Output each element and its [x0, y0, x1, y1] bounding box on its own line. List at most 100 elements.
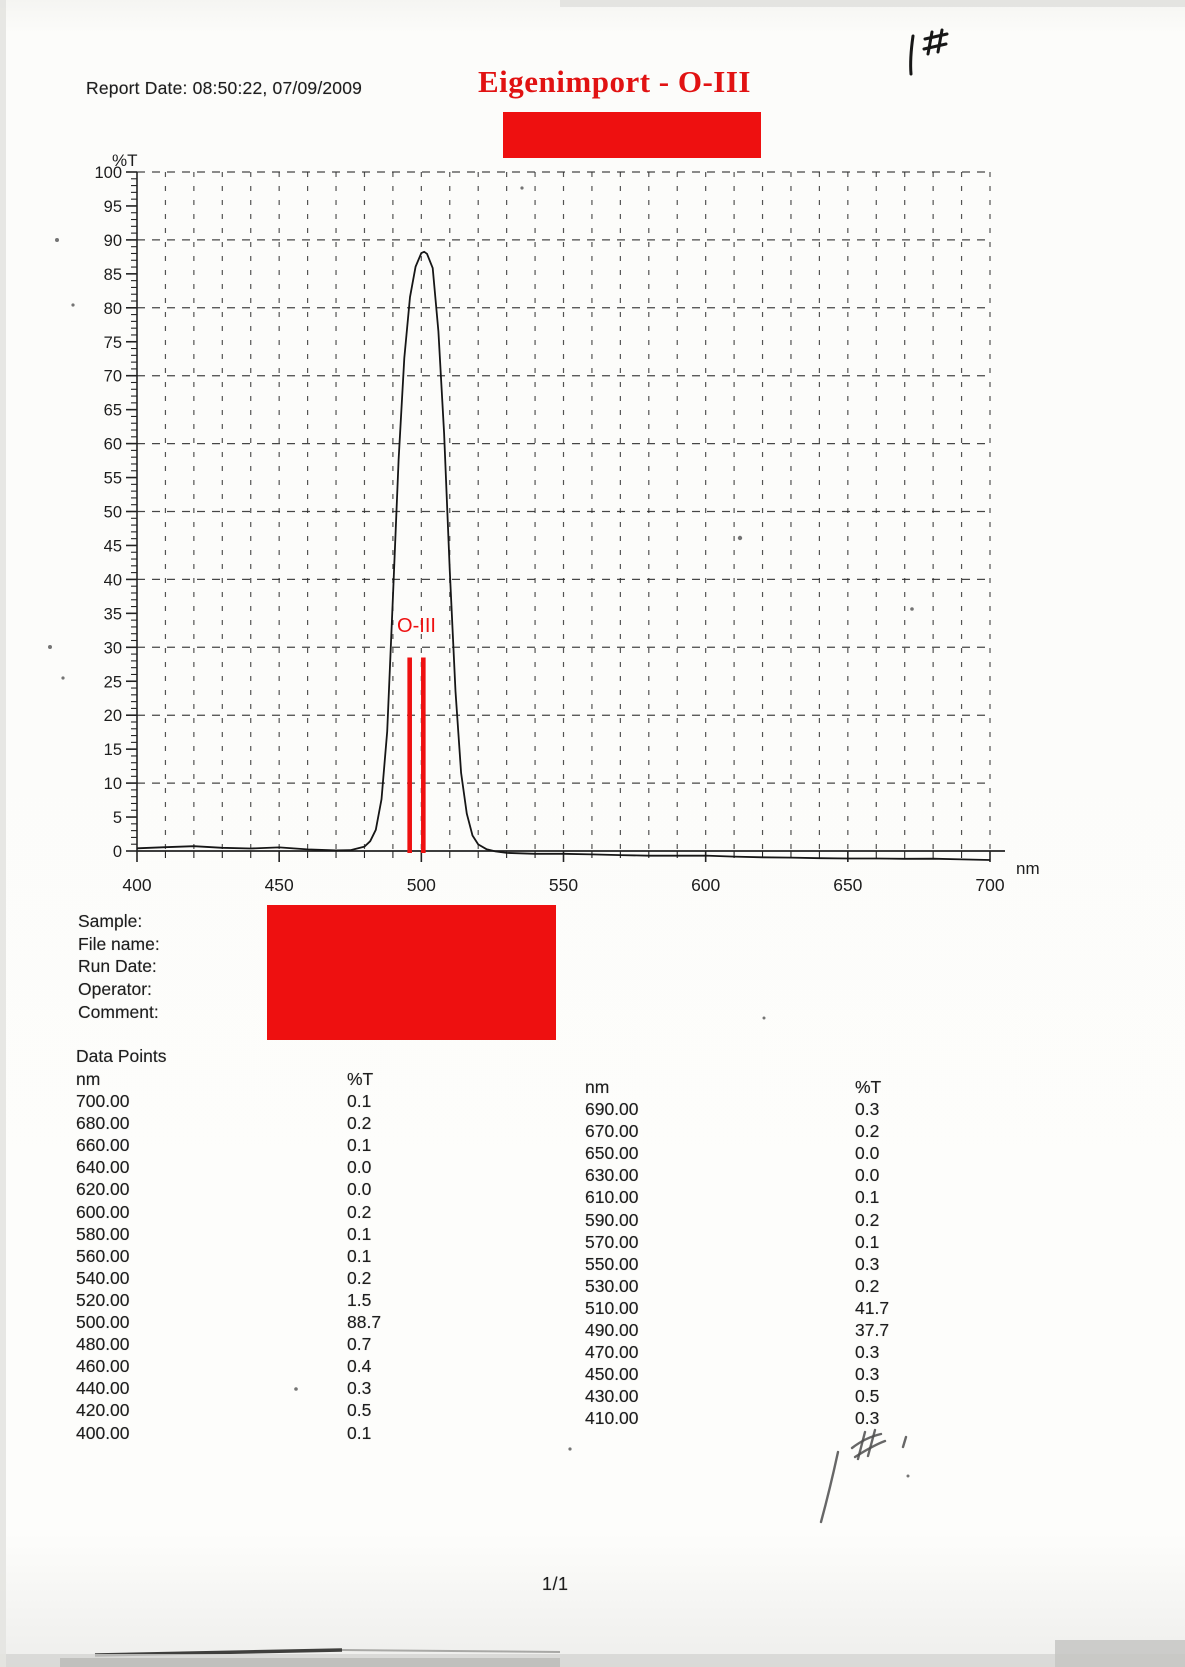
- operator-label: Operator:: [78, 979, 152, 1000]
- nm-cell: 630.00: [585, 1165, 639, 1186]
- nm-cell: 520.00: [76, 1289, 130, 1310]
- t-cell: 0.3: [855, 1253, 880, 1274]
- t-cell: 0.3: [855, 1408, 880, 1429]
- scan-speck: [55, 238, 59, 242]
- nm-cell: 540.00: [76, 1267, 130, 1288]
- x-tick-label: 400: [122, 875, 151, 895]
- nm-cell: 430.00: [585, 1386, 639, 1407]
- t-column-header: %T: [347, 1069, 374, 1089]
- t-cell: 0.1: [855, 1231, 880, 1252]
- nm-cell: 610.00: [585, 1187, 639, 1208]
- redaction-box-sample-info: [267, 905, 556, 1040]
- scan-speck: [71, 303, 75, 307]
- handwritten-mark-bottom: [819, 1428, 908, 1524]
- nm-cell: 550.00: [585, 1253, 639, 1274]
- t-cell: 0.0: [855, 1165, 880, 1186]
- redaction-box-title: [503, 112, 761, 158]
- y-axis-unit-label: %T: [112, 151, 138, 170]
- y-tick-label: 50: [104, 504, 122, 522]
- t-cell: 0.2: [855, 1121, 880, 1142]
- nm-cell: 530.00: [585, 1275, 639, 1296]
- t-column-header: %T: [855, 1077, 882, 1097]
- t-cell: 0.5: [855, 1386, 880, 1407]
- t-cell: 0.7: [347, 1334, 372, 1355]
- y-tick-label: 0: [113, 843, 122, 861]
- comment-label: Comment:: [78, 1001, 159, 1022]
- nm-cell: 410.00: [585, 1408, 639, 1429]
- nm-cell: 670.00: [585, 1121, 639, 1142]
- nm-cell: 490.00: [585, 1320, 639, 1341]
- scan-edge-shade: [60, 1658, 560, 1667]
- scan-speck: [568, 1447, 572, 1451]
- y-tick-label: 85: [104, 266, 122, 284]
- handwritten-stroke: [926, 30, 934, 56]
- y-tick-label: 90: [104, 232, 122, 250]
- scan-speck: [61, 676, 65, 680]
- y-tick-label: 55: [104, 470, 122, 488]
- y-tick-label: 100: [94, 164, 122, 182]
- handwritten-stroke: [922, 42, 948, 51]
- t-cell: 0.0: [347, 1179, 372, 1200]
- t-cell: 0.0: [855, 1143, 880, 1164]
- scan-edge-shade: [1055, 1640, 1185, 1667]
- scan-speck: [906, 1474, 910, 1478]
- nm-column-header: nm: [76, 1069, 101, 1089]
- handwritten-stroke: [909, 34, 915, 76]
- t-cell: 41.7: [855, 1297, 890, 1318]
- handwritten-mark-top: [909, 28, 949, 76]
- y-tick-label: 75: [104, 334, 122, 352]
- y-tick-label: 5: [113, 809, 122, 827]
- x-tick-label: 600: [691, 875, 720, 895]
- y-tick-label: 70: [104, 368, 122, 386]
- scan-edge-shade: [0, 1654, 1185, 1667]
- oiii-annotation: O-III: [397, 615, 436, 853]
- nm-column-header: nm: [585, 1077, 610, 1097]
- t-cell: 1.5: [347, 1289, 372, 1310]
- data-points-table-right: nm %T 690.00 0.3 670.00 0.2 650.00 0.0 630.00 0…: [585, 1076, 935, 1430]
- transmission-curve: [136, 250, 991, 861]
- nm-cell: 660.00: [76, 1135, 130, 1156]
- t-cell: 0.3: [347, 1378, 372, 1399]
- sample-label: Sample:: [78, 911, 143, 931]
- y-tick-label: 95: [104, 198, 122, 216]
- page-title: Eigenimport - O-III: [478, 64, 751, 99]
- x-tick-label: 700: [975, 875, 1004, 895]
- handwritten-stroke: [853, 1439, 887, 1459]
- axis-tick-labels: 0 5 10 15 20 25 30 35 40 45 50 55 60 65 70 75 80 85 90 95 10…: [94, 151, 1039, 895]
- t-cell: 0.2: [855, 1275, 880, 1296]
- t-cell: 0.4: [347, 1356, 372, 1377]
- y-tick-label: 20: [104, 707, 122, 725]
- t-cell: 0.2: [347, 1113, 372, 1134]
- handwritten-stroke: [936, 28, 944, 54]
- t-cell: 0.3: [855, 1364, 880, 1385]
- t-cell: 0.1: [347, 1245, 372, 1266]
- t-cell: 0.1: [347, 1135, 372, 1156]
- t-cell: 0.1: [347, 1422, 372, 1443]
- t-cell: 0.2: [347, 1201, 372, 1222]
- handwritten-stroke: [866, 1428, 877, 1458]
- nm-cell: 690.00: [585, 1099, 639, 1120]
- scan-edge-line: [341, 1649, 561, 1653]
- nm-cell: 400.00: [76, 1422, 130, 1443]
- scan-speck: [762, 1016, 766, 1020]
- x-tick-label: 650: [833, 875, 862, 895]
- t-cell: 0.1: [855, 1187, 880, 1208]
- nm-cell: 650.00: [585, 1143, 639, 1164]
- nm-cell: 600.00: [76, 1201, 130, 1222]
- axis-ticks: [126, 171, 991, 862]
- file-name-label: File name:: [78, 933, 160, 954]
- nm-cell: 640.00: [76, 1157, 130, 1178]
- y-tick-label: 40: [104, 571, 122, 589]
- x-axis-unit-label: nm: [1016, 859, 1040, 878]
- scan-edge-line: [94, 1648, 343, 1657]
- data-points-table-left: nm %T 700.00 0.1 680.00 0.2 660.00 0.1 640.00 0…: [76, 1068, 427, 1444]
- nm-cell: 700.00: [76, 1091, 130, 1112]
- y-tick-label: 45: [104, 537, 122, 555]
- scan-speck: [737, 535, 743, 541]
- y-tick-label: 10: [104, 775, 122, 793]
- handwritten-stroke: [856, 1430, 867, 1461]
- t-cell: 0.1: [347, 1223, 372, 1244]
- nm-cell: 480.00: [76, 1334, 130, 1355]
- chart-gridlines: [137, 171, 991, 851]
- t-cell: 0.1: [347, 1091, 372, 1112]
